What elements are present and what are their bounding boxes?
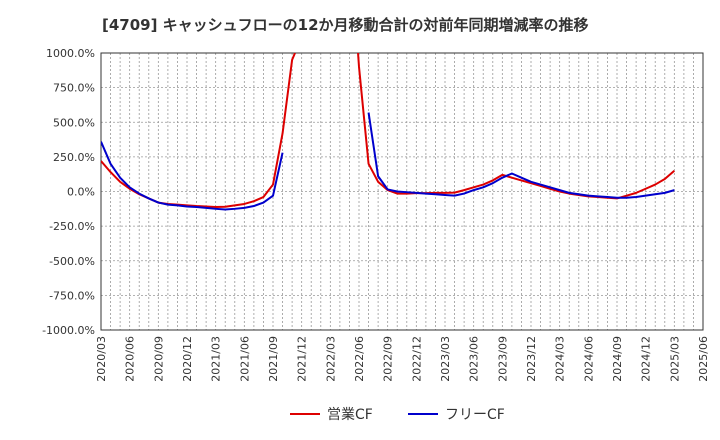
x-tick-label: 2020/03: [95, 336, 108, 382]
x-tick-label: 2020/06: [124, 336, 137, 382]
x-tick-label: 2022/12: [410, 336, 423, 382]
x-tick-label: 2024/12: [640, 336, 653, 382]
legend-label-free-cf: フリーCF: [445, 407, 505, 423]
x-tick-label: 2022/06: [353, 336, 366, 382]
y-tick-label: 250.0%: [53, 151, 95, 164]
x-tick-label: 2024/06: [582, 336, 595, 382]
x-tick-label: 2023/09: [496, 336, 509, 382]
x-tick-label: 2021/03: [210, 336, 223, 382]
series-group: [101, 53, 675, 211]
y-tick-label: -750.0%: [49, 289, 95, 302]
y-axis: 1000.0% 750.0% 500.0% 250.0% 0.0% -250.0% -500…: [42, 47, 95, 337]
y-tick-label: 500.0%: [53, 116, 95, 129]
plot-frame: [100, 52, 704, 331]
x-tick-label: 2020/12: [181, 336, 194, 382]
x-tick-label: 2025/06: [697, 336, 710, 382]
y-tick-label: 750.0%: [53, 82, 95, 95]
y-tick-label: 1000.0%: [46, 47, 95, 60]
y-tick-label: -250.0%: [49, 220, 95, 233]
x-tick-label: 2024/03: [554, 336, 567, 382]
y-tick-label: -500.0%: [49, 255, 95, 268]
y-tick-label: -1000.0%: [42, 324, 95, 337]
x-tick-label: 2021/09: [267, 336, 280, 382]
x-axis: 2020/03 2020/06 2020/09 2020/12 2021/03 2021/…: [95, 336, 710, 382]
x-tick-label: 2021/06: [238, 336, 251, 382]
x-tick-label: 2022/09: [382, 336, 395, 382]
x-tick-label: 2021/12: [296, 336, 309, 382]
x-tick-label: 2025/03: [668, 336, 681, 382]
x-tick-label: 2023/12: [525, 336, 538, 382]
x-tick-label: 2024/09: [611, 336, 624, 382]
series-line-free-cf: [101, 112, 675, 211]
legend: 営業CF フリーCF: [290, 407, 505, 423]
chart-title: [4709] キャッシュフローの12か月移動合計の対前年同期増減率の推移: [102, 16, 589, 34]
x-tick-label: 2023/03: [439, 336, 452, 382]
x-tick-label: 2020/09: [152, 336, 165, 382]
x-tick-label: 2023/06: [468, 336, 481, 382]
grid: [101, 53, 703, 330]
y-tick-label: 0.0%: [67, 186, 95, 199]
legend-label-operating-cf: 営業CF: [327, 407, 373, 423]
x-tick-label: 2022/03: [324, 336, 337, 382]
